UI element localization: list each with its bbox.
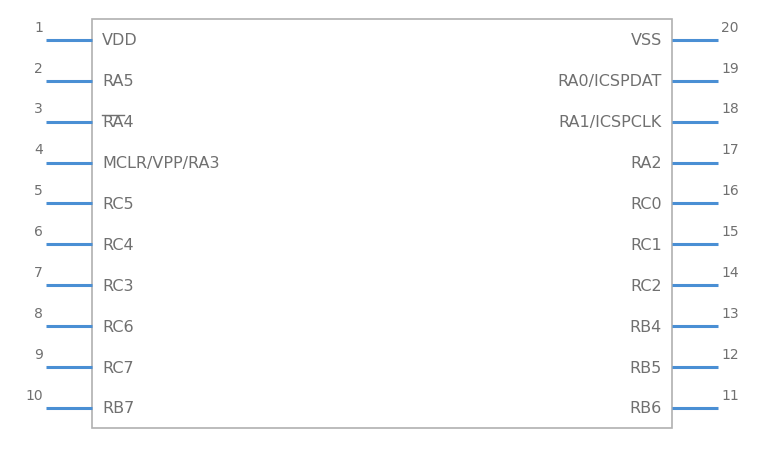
- Text: 18: 18: [721, 102, 739, 116]
- Text: RA2: RA2: [631, 156, 662, 170]
- Text: 19: 19: [721, 61, 739, 75]
- Text: RB7: RB7: [102, 400, 134, 415]
- Text: 17: 17: [721, 143, 739, 157]
- Text: 2: 2: [35, 61, 43, 75]
- Text: RB6: RB6: [630, 400, 662, 415]
- Text: VDD: VDD: [102, 33, 138, 48]
- Text: 20: 20: [721, 21, 739, 35]
- Text: 11: 11: [721, 388, 739, 402]
- Text: 5: 5: [35, 184, 43, 198]
- Text: 3: 3: [35, 102, 43, 116]
- Text: RC4: RC4: [102, 237, 134, 252]
- Text: 12: 12: [721, 347, 739, 361]
- Text: 8: 8: [35, 306, 43, 320]
- Text: VSS: VSS: [631, 33, 662, 48]
- Text: 6: 6: [35, 225, 43, 239]
- Text: RB4: RB4: [630, 319, 662, 334]
- Text: 15: 15: [721, 225, 739, 239]
- Text: 7: 7: [35, 266, 43, 280]
- Text: RA0/ICSPDAT: RA0/ICSPDAT: [558, 74, 662, 89]
- Text: 16: 16: [721, 184, 739, 198]
- Text: RA1/ICSPCLK: RA1/ICSPCLK: [559, 115, 662, 130]
- Text: RC2: RC2: [631, 278, 662, 293]
- Text: RB5: RB5: [630, 360, 662, 375]
- Text: RC0: RC0: [631, 197, 662, 212]
- Text: 14: 14: [721, 266, 739, 280]
- Text: RA4: RA4: [102, 115, 134, 130]
- Text: 1: 1: [35, 21, 43, 35]
- Text: 10: 10: [25, 388, 43, 402]
- Text: RA5: RA5: [102, 74, 134, 89]
- Text: RC3: RC3: [102, 278, 134, 293]
- Text: RC7: RC7: [102, 360, 134, 375]
- Text: 9: 9: [35, 347, 43, 361]
- Bar: [92, 20, 672, 428]
- Text: RC1: RC1: [631, 237, 662, 252]
- Text: 4: 4: [35, 143, 43, 157]
- Text: MCLR/VPP/RA3: MCLR/VPP/RA3: [102, 156, 220, 170]
- Text: RC5: RC5: [102, 197, 134, 212]
- Text: 13: 13: [721, 306, 739, 320]
- Text: RC6: RC6: [102, 319, 134, 334]
